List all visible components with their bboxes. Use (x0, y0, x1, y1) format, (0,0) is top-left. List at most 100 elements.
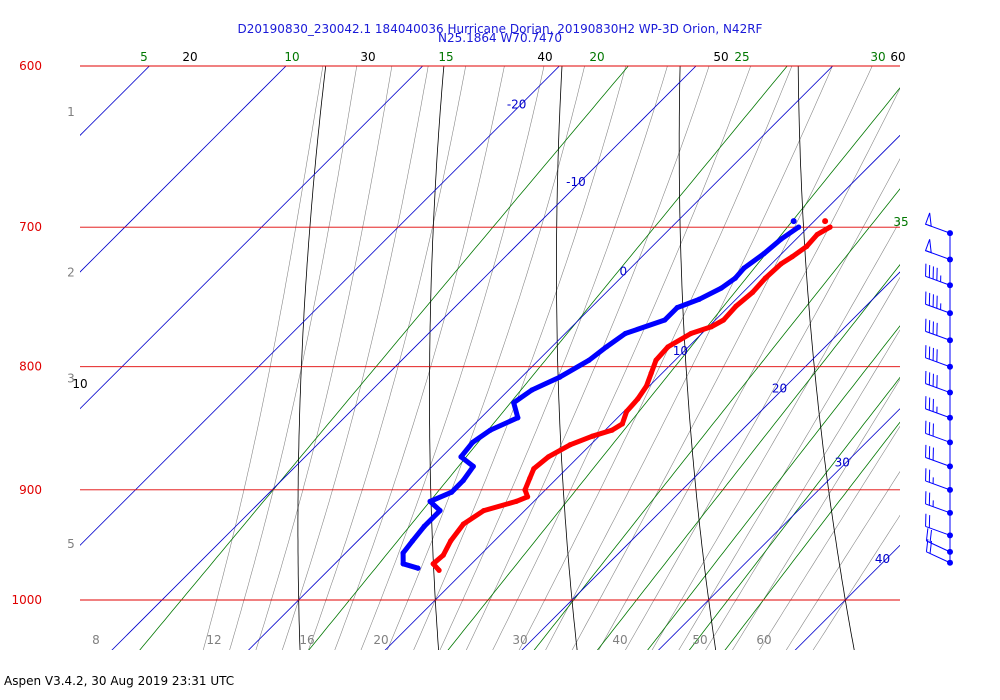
pressure-label-900: 900 (19, 483, 42, 497)
dewpoint-point (437, 507, 443, 514)
height-label: 1 (67, 105, 75, 119)
mixing-ratio-line (308, 66, 788, 650)
dry-adiabat-label: 30 (360, 50, 375, 64)
mixing-ratio-label: 10 (284, 50, 299, 64)
moist-adiabat-label: 16 (299, 633, 314, 647)
dewpoint-point (674, 304, 680, 311)
dewpoint-point (529, 387, 535, 393)
moist-adiabat (229, 66, 358, 650)
temperature-point (653, 357, 659, 363)
temperature-point (440, 552, 446, 558)
dewpoint-point (415, 565, 421, 571)
temperature-point (648, 370, 654, 376)
wind-barb-staff (925, 275, 951, 286)
wind-barb-line (925, 528, 929, 541)
wind-barb-staff (925, 457, 951, 467)
dewpoint-point (761, 251, 767, 257)
height-label: 3 (67, 371, 75, 385)
mixing-ratio-line (596, 264, 900, 650)
wind-barb-staff (925, 408, 951, 419)
isotherm-line (521, 271, 900, 650)
chart-title: D20190830_230042.1 184040036 Hurricane D… (238, 22, 763, 36)
temperature-point (708, 324, 714, 330)
dewpoint-point (511, 400, 517, 406)
isotherm-line (111, 66, 697, 650)
dewpoint-point (448, 489, 455, 495)
dewpoint-point (409, 538, 416, 544)
mixing-ratio-label: 20 (589, 50, 604, 64)
dry-adiabat-label: 20 (182, 50, 197, 64)
temperature-point (545, 454, 552, 460)
dewpoint-point (718, 285, 724, 291)
temperature-point (567, 442, 573, 448)
temperature-point (619, 421, 625, 427)
dewpoint-point (470, 439, 476, 445)
mixing-ratio-line (447, 87, 900, 650)
mixing-ratio-line (724, 421, 900, 650)
moist-adiabat (678, 276, 900, 650)
temperature-point (460, 521, 466, 527)
dewpoint-point (662, 317, 668, 323)
dewpoint-point (796, 224, 802, 230)
sounding-series (400, 218, 833, 573)
temperature-point (733, 303, 739, 309)
temperature-point (814, 231, 820, 238)
wind-barb-staff (925, 357, 951, 368)
dewpoint-point (557, 374, 563, 380)
wind-barb-staff (925, 503, 951, 514)
dewpoint-point (732, 275, 738, 281)
temperature-point (448, 538, 454, 544)
dry-adiabat-label: 40 (537, 50, 552, 64)
moist-adiabat (202, 66, 324, 650)
temperature-point (589, 433, 595, 439)
wind-barb-line (929, 529, 933, 543)
temperature-point (513, 498, 519, 505)
mixing-ratio-line (139, 66, 629, 650)
temperature-point (524, 494, 531, 500)
temperature-start-marker (822, 218, 829, 225)
chart-subtitle: N25.1864 W70.7470 (438, 31, 562, 45)
moist-adiabat (571, 66, 873, 650)
mixing-ratio-line (688, 376, 900, 650)
moist-adiabat (308, 66, 467, 650)
moist-adiabat (439, 66, 668, 650)
temperature-trace (430, 224, 833, 573)
isotherm-line (80, 66, 560, 546)
mixing-ratio-lines (139, 66, 900, 650)
dewpoint-trace (400, 224, 802, 571)
moist-adiabat (598, 87, 900, 650)
moist-adiabat-label: 60 (756, 633, 771, 647)
moist-adiabat (758, 425, 900, 650)
dry-adiabat (678, 66, 717, 650)
wind-barb-staff (925, 330, 951, 341)
temperature-point (827, 224, 833, 230)
moist-adiabat (465, 66, 710, 650)
dewpoint-point (460, 477, 466, 484)
pressure-label-700: 700 (19, 220, 42, 234)
moist-adiabat (413, 66, 627, 650)
moist-adiabat (812, 514, 900, 650)
dewpoint-point (586, 357, 592, 363)
temperature-point (804, 243, 810, 249)
height-label: 5 (67, 537, 75, 551)
isotherm-line (80, 66, 150, 136)
moist-adiabat (492, 66, 752, 650)
temperature-point (527, 475, 533, 481)
dry-adiabat (797, 66, 855, 650)
isotherm-label: 30 (835, 455, 850, 469)
temperature-point (609, 427, 615, 433)
dry-adiabat (914, 0, 1000, 700)
dewpoint-point (458, 454, 464, 460)
dry-adiabat (297, 66, 327, 650)
isobars (80, 65, 900, 601)
moist-adiabat (705, 329, 900, 650)
wind-barb-line (929, 540, 933, 554)
moist-adiabat (545, 66, 833, 650)
dewpoint-point (622, 330, 628, 337)
footer-version: Aspen V3.4.2, 30 Aug 2019 23:31 UTC (4, 674, 235, 688)
temperature-point (778, 261, 784, 267)
moist-adiabat (732, 378, 900, 650)
mixing-ratio-label: 15 (438, 50, 453, 64)
